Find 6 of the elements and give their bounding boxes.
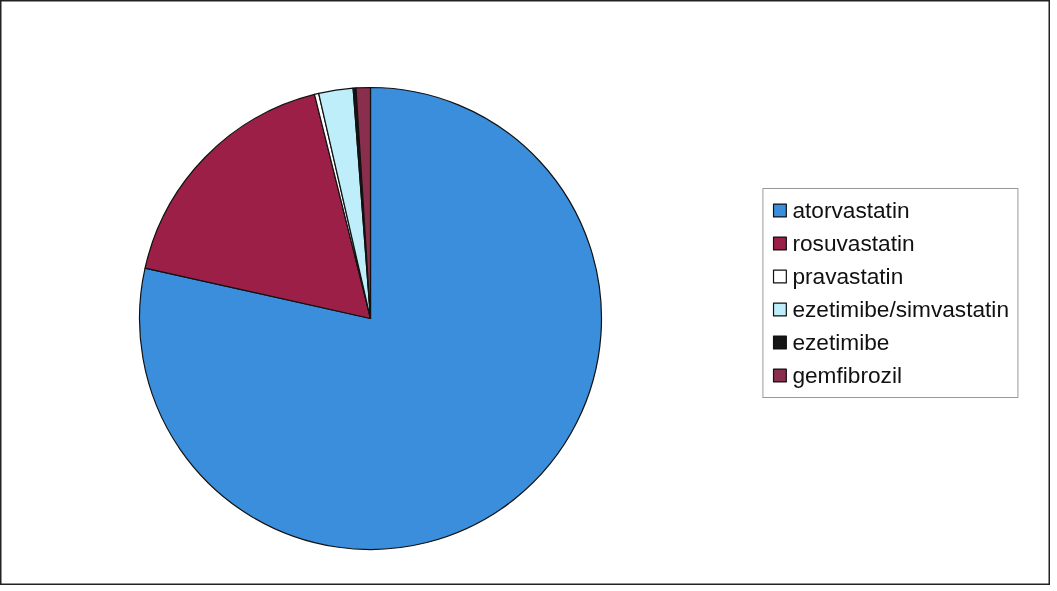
legend-label: ezetimibe xyxy=(792,328,890,356)
legend-label: ezetimibe/simvastatin xyxy=(792,295,1009,323)
legend-label: rosuvastatin xyxy=(792,229,915,257)
legend-label: gemfibrozil xyxy=(792,361,902,389)
legend-label: pravastatin xyxy=(792,262,904,290)
legend-label: atorvastatin xyxy=(792,196,910,224)
